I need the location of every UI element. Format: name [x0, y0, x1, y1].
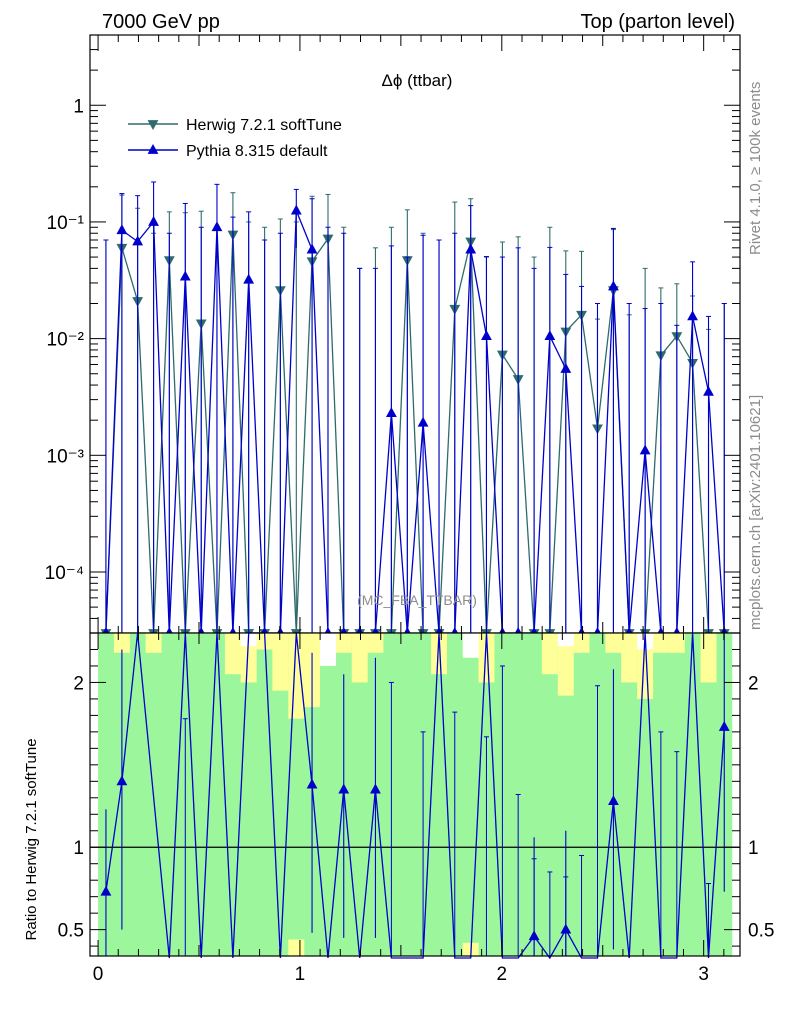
pythia-marker	[544, 330, 556, 341]
legend: Herwig 7.2.1 softTune Pythia 8.315 defau…	[128, 117, 342, 160]
ratio-y-tick-label-right: 2	[748, 673, 759, 694]
legend-herwig-marker	[147, 120, 159, 130]
mc-outer-band-segment	[288, 939, 305, 956]
main-panel: 1 10⁻¹ 10⁻² 10⁻³ 10⁻⁴ Δϕ (ttbar) (MC_FBA_TTB…	[45, 34, 741, 639]
mc-outer-band-segment	[224, 633, 241, 675]
pythia-marker	[243, 273, 255, 284]
header-left: 7000 GeV pp	[102, 11, 220, 33]
ratio-axes: 0.5 0.5 1 1 2 2 0 1 2 3	[58, 633, 774, 985]
band-gap	[320, 633, 336, 666]
y-tick-label: 10⁻²	[47, 330, 85, 351]
pythia-ratio-marker	[608, 795, 619, 805]
mc-outer-band-segment	[431, 633, 447, 675]
mc-outer-band-segment	[335, 633, 352, 653]
pythia-ratio-marker	[370, 783, 381, 794]
ratio-panel: 0.5 0.5 1 1 2 2 0 1 2 3 Ratio to Herwig 7.2.1 sof…	[23, 632, 774, 985]
mc-outer-band-segment	[557, 633, 574, 696]
pythia-ratio-marker	[338, 783, 350, 794]
x-tick-label: 2	[497, 964, 508, 985]
mc-outer-band-segment	[668, 633, 685, 653]
pythia-marker	[687, 310, 698, 321]
mcplots-label: mcplots.cern.ch [arXiv:2401.10621]	[747, 395, 764, 630]
legend-pythia-label: Pythia 8.315 default	[186, 143, 328, 160]
pythia-ratio-marker	[560, 923, 572, 934]
mc-outer-band-segment	[351, 633, 368, 683]
pythia-marker	[179, 270, 191, 281]
y-tick-label: 10⁻⁴	[45, 563, 84, 584]
pythia-ratio-marker	[100, 885, 112, 896]
pythia-marker	[703, 385, 714, 396]
ratio-frame	[89, 632, 741, 957]
pythia-marker	[417, 416, 429, 427]
pythia-marker	[132, 235, 144, 246]
pythia-marker	[116, 224, 128, 235]
mc-outer-band-segment	[272, 633, 289, 691]
pythia-marker	[385, 407, 397, 417]
ratio-y-tick-label: 2	[73, 673, 84, 694]
mc-outer-band-segment	[478, 633, 495, 683]
ratio-y-tick-label-right: 0.5	[748, 921, 774, 942]
mc-outer-band-segment	[145, 633, 162, 653]
main-axes: 1 10⁻¹ 10⁻² 10⁻³ 10⁻⁴	[45, 34, 740, 634]
plot-title: Δϕ (ttbar)	[382, 71, 453, 90]
pythia-marker	[639, 444, 651, 455]
main-plot-content	[100, 181, 730, 639]
y-tick-label: 10⁻³	[47, 446, 85, 467]
pythia-marker	[608, 280, 619, 291]
pythia-ratio-line	[105, 632, 725, 960]
pythia-marker	[290, 204, 302, 215]
mc-outer-band-segment	[288, 633, 305, 719]
pythia-ratio-marker	[718, 720, 730, 731]
mc-outer-band-segment	[541, 633, 558, 675]
x-tick-label: 3	[698, 964, 709, 985]
legend-herwig-label: Herwig 7.2.1 softTune	[186, 117, 342, 134]
band-gap	[557, 633, 574, 647]
mc-outer-band-segment	[621, 633, 638, 683]
pythia-marker	[211, 221, 223, 232]
pythia-marker	[481, 330, 492, 341]
y-tick-label: 10⁻¹	[47, 213, 85, 234]
rivet-label: Rivet 4.1.0, ≥ 100k events	[747, 82, 764, 255]
ratio-y-tick-label-right: 1	[748, 838, 759, 859]
ratio-y-axis-label: Ratio to Herwig 7.2.1 softTune	[23, 738, 40, 940]
ratio-y-tick-label: 0.5	[58, 921, 84, 942]
mc-outer-band-segment	[367, 633, 384, 653]
mc-outer-band-segment	[652, 633, 669, 653]
pythia-marker	[148, 215, 159, 226]
pythia-marker	[560, 362, 572, 373]
y-tick-label: 1	[73, 96, 84, 117]
pythia-ratio-marker	[528, 930, 540, 941]
band-gap	[462, 633, 479, 658]
pythia-ratio-marker	[116, 775, 128, 786]
pythia-series-line	[105, 210, 725, 634]
pythia-ratio-marker	[306, 778, 318, 789]
pythia-marker	[465, 243, 477, 254]
mc-outer-band-segment	[700, 633, 717, 683]
x-tick-label: 0	[93, 964, 104, 985]
ratio-y-tick-label: 1	[73, 838, 84, 859]
mc-outer-band-segment	[605, 633, 622, 653]
x-tick-label: 1	[295, 964, 306, 985]
ratio-plot-content	[90, 632, 740, 960]
pythia-marker	[306, 243, 318, 254]
legend-entry-herwig: Herwig 7.2.1 softTune	[128, 117, 342, 134]
legend-entry-pythia: Pythia 8.315 default	[128, 143, 328, 160]
mc-outer-band-segment	[573, 633, 590, 653]
legend-pythia-marker	[147, 144, 159, 154]
analysis-watermark: (MC_FBA_TTBAR)	[357, 592, 477, 608]
header-right: Top (parton level)	[580, 11, 735, 33]
